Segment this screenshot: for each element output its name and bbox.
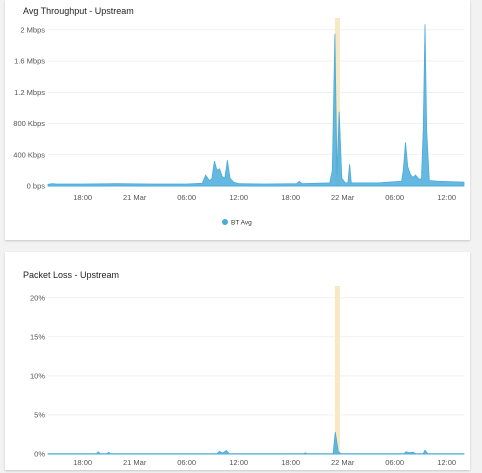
x-tick-label: 06:00 [385, 193, 404, 202]
series-area [47, 432, 465, 455]
x-tick-label: 21 Mar [123, 193, 147, 202]
x-tick-label: 18:00 [281, 193, 300, 202]
x-tick-label: 12:00 [437, 193, 456, 202]
throughput-chart: 0 bps 400 Kbps 800 Kbps 1.2 Mbps 1.6 Mbps 2 M… [13, 18, 465, 226]
packet-loss-chart: 0% 5% 10% 15% 20% 18:00 21 Mar 06:00 12:00 18:00 2… [30, 286, 465, 467]
throughput-card: Avg Throughput - Upstream 0 bps 400 Kbps 8… [5, 0, 470, 240]
packet-loss-title: Packet Loss - Upstream [23, 270, 120, 280]
x-tick-label: 18:00 [73, 193, 92, 202]
x-tick-label: 06:00 [177, 193, 196, 202]
y-tick-label: 800 Kbps [13, 119, 45, 128]
x-tick-label: 12:00 [229, 458, 248, 467]
y-tick-label: 1.2 Mbps [14, 88, 45, 97]
x-tick-label: 18:00 [281, 458, 300, 467]
x-tick-label: 18:00 [73, 458, 92, 467]
x-tick-label: 12:00 [229, 193, 248, 202]
legend-marker [222, 219, 228, 225]
x-tick-label: 22 Mar [331, 458, 355, 467]
highlight-band [334, 18, 341, 186]
y-tick-label: 10% [30, 371, 45, 380]
throughput-title: Avg Throughput - Upstream [23, 6, 134, 16]
x-tick-label: 22 Mar [331, 193, 355, 202]
y-tick-label: 15% [30, 332, 45, 341]
y-tick-label: 2 Mbps [20, 25, 45, 34]
y-tick-label: 0% [34, 450, 45, 459]
x-tick-label: 06:00 [177, 458, 196, 467]
x-tick-label: 21 Mar [123, 458, 147, 467]
y-tick-label: 0 bps [27, 182, 46, 191]
y-tick-label: 20% [30, 293, 45, 302]
y-tick-label: 400 Kbps [13, 150, 45, 159]
y-tick-label: 1.6 Mbps [14, 57, 45, 66]
y-tick-label: 5% [34, 410, 45, 419]
x-tick-label: 06:00 [385, 458, 404, 467]
packet-loss-card: Packet Loss - Upstream 0% 5% 10% 15% 20% 18:0… [5, 252, 470, 470]
x-tick-label: 12:00 [437, 458, 456, 467]
highlight-band [334, 286, 341, 454]
legend-label: BT Avg [231, 219, 252, 226]
series-area [47, 24, 465, 187]
